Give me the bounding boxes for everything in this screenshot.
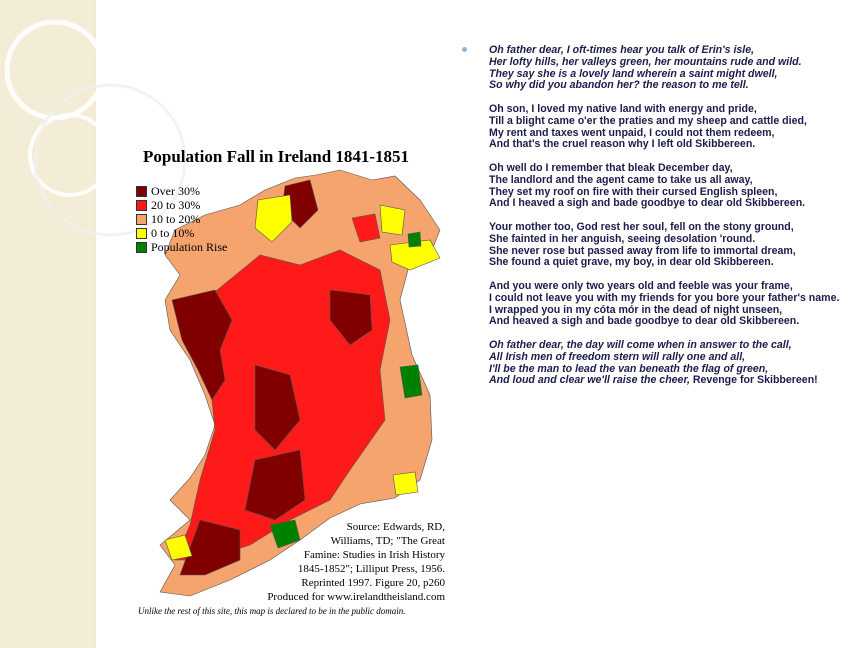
poem-text: Till a blight came o'er the praties and …: [489, 114, 807, 127]
source-line: Famine: Studies in Irish History: [303, 549, 445, 561]
source-line: 1845-1852"; Lilliput Press, 1956.: [297, 563, 445, 575]
poem-text: They say she is a lovely land wherein a …: [489, 67, 778, 80]
poem-text: The landlord and the agent came to take …: [489, 173, 753, 186]
source-line: Produced for www.irelandtheisland.com: [267, 591, 445, 603]
stanza: Your mother too, God rest her soul, fell…: [489, 220, 841, 269]
stanza: And you were only two years old and feeb…: [489, 279, 841, 328]
poem-text: She fainted in her anguish, seeing desol…: [489, 232, 756, 245]
poem-line: My rent and taxes went unpaid, I could n…: [489, 126, 841, 140]
legend-label: 20 to 30%: [151, 197, 201, 212]
source-line: Reprinted 1997. Figure 20, p260: [301, 577, 445, 589]
poem: Oh father dear, I oft-times hear you tal…: [489, 44, 841, 399]
poem-line: So why did you abandon her? the reason t…: [489, 79, 841, 92]
poem-line: Oh well do I remember that bleak Decembe…: [489, 161, 841, 175]
poem-line: She never rose but passed away from life…: [489, 244, 841, 258]
poem-text: They set my roof on fire with their curs…: [489, 185, 778, 198]
poem-text: Oh father dear, I oft-times hear you tal…: [489, 44, 755, 56]
source-line: Williams, TD; "The Great: [330, 535, 445, 547]
poem-line: Till a blight came o'er the praties and …: [489, 114, 841, 128]
legend-entry: Over 30%: [136, 184, 227, 198]
poem-text: Oh father dear, the day will come when i…: [489, 338, 792, 351]
legend-swatch: [136, 241, 147, 253]
stanza: Oh father dear, the day will come when i…: [489, 338, 841, 387]
legend-swatch: [136, 185, 147, 197]
legend-label: Population Rise: [151, 239, 228, 254]
poem-text: All Irish men of freedom stern will rall…: [489, 350, 746, 363]
poem-text: She never rose but passed away from life…: [489, 244, 796, 257]
poem-line: I could not leave you with my friends fo…: [489, 291, 841, 305]
poem-line: All Irish men of freedom stern will rall…: [489, 350, 841, 364]
poem-text: She found a quiet grave, my boy, in dear…: [489, 256, 774, 269]
legend-entry: 20 to 30%: [136, 198, 227, 212]
poem-line: They say she is a lovely land wherein a …: [489, 67, 841, 81]
stanza: Oh son, I loved my native land with ener…: [489, 102, 841, 151]
legend-entry: Population Rise: [136, 240, 227, 254]
poem-line: And heaved a sigh and bade goodbye to de…: [489, 315, 841, 328]
poem-line: The landlord and the agent came to take …: [489, 173, 841, 187]
source-line: Source: Edwards, RD,: [346, 521, 445, 533]
map-footer: Unlike the rest of this site, this map i…: [138, 606, 406, 616]
stanza: Oh well do I remember that bleak Decembe…: [489, 161, 841, 210]
legend-swatch: [136, 227, 147, 239]
poem-line: And I heaved a sigh and bade goodbye to …: [489, 197, 841, 210]
bullet: [462, 47, 467, 52]
poem-text: And I heaved a sigh and bade goodbye to …: [489, 197, 806, 210]
poem-text: I'll be the man to lead the van beneath …: [489, 362, 769, 375]
poem-text: My rent and taxes went unpaid, I could n…: [489, 126, 775, 139]
legend-entry: 10 to 20%: [136, 212, 227, 226]
legend-label: 0 to 10%: [151, 225, 195, 240]
legend-entry: 0 to 10%: [136, 226, 227, 240]
poem-text: So why did you abandon her? the reason t…: [489, 79, 749, 92]
poem-line: She fainted in her anguish, seeing desol…: [489, 232, 841, 246]
map-title: Population Fall in Ireland 1841-1851: [143, 147, 410, 166]
poem-line: Your mother too, God rest her soul, fell…: [489, 220, 841, 234]
poem-line: They set my roof on fire with their curs…: [489, 185, 841, 199]
poem-text: And you were only two years old and feeb…: [489, 279, 793, 292]
poem-text: Her lofty hills, her valleys green, her …: [489, 55, 802, 68]
map-source: Source: Edwards, RD, Williams, TD; "The G…: [267, 520, 445, 604]
poem-line: Oh father dear, the day will come when i…: [489, 338, 841, 352]
poem-line: I'll be the man to lead the van beneath …: [489, 362, 841, 376]
poem-text: Oh well do I remember that bleak Decembe…: [489, 161, 733, 174]
poem-text: And heaved a sigh and bade goodbye to de…: [489, 315, 800, 328]
poem-line: And loud and clear we'll raise the cheer…: [489, 374, 841, 387]
poem-text: I could not leave you with my friends fo…: [489, 291, 840, 304]
stanza: Oh father dear, I oft-times hear you tal…: [489, 44, 841, 92]
poem-text: Oh son, I loved my native land with ener…: [489, 102, 757, 115]
poem-line: She found a quiet grave, my boy, in dear…: [489, 256, 841, 269]
poem-line: Her lofty hills, her valleys green, her …: [489, 55, 841, 69]
legend-swatch: [136, 199, 147, 211]
legend-label: Over 30%: [151, 183, 200, 198]
poem-line: I wrapped you in my cóta mór in the dead…: [489, 303, 841, 317]
poem-line: Oh son, I loved my native land with ener…: [489, 102, 841, 116]
legend-label: 10 to 20%: [151, 211, 201, 226]
poem-text: And loud and clear we'll raise the cheer…: [489, 374, 690, 387]
poem-text: Your mother too, God rest her soul, fell…: [489, 220, 794, 233]
poem-line: Oh father dear, I oft-times hear you tal…: [489, 44, 841, 57]
legend-swatch: [136, 213, 147, 225]
poem-closing: Revenge for Skibbereen!: [692, 374, 818, 387]
poem-line: And that's the cruel reason why I left o…: [489, 138, 841, 151]
poem-line: And you were only two years old and feeb…: [489, 279, 841, 293]
poem-text: I wrapped you in my cóta mór in the dead…: [489, 303, 783, 316]
map-legend: Over 30% 20 to 30% 10 to 20% 0 to 10% Popula…: [136, 184, 227, 254]
poem-text: And that's the cruel reason why I left o…: [489, 138, 756, 151]
